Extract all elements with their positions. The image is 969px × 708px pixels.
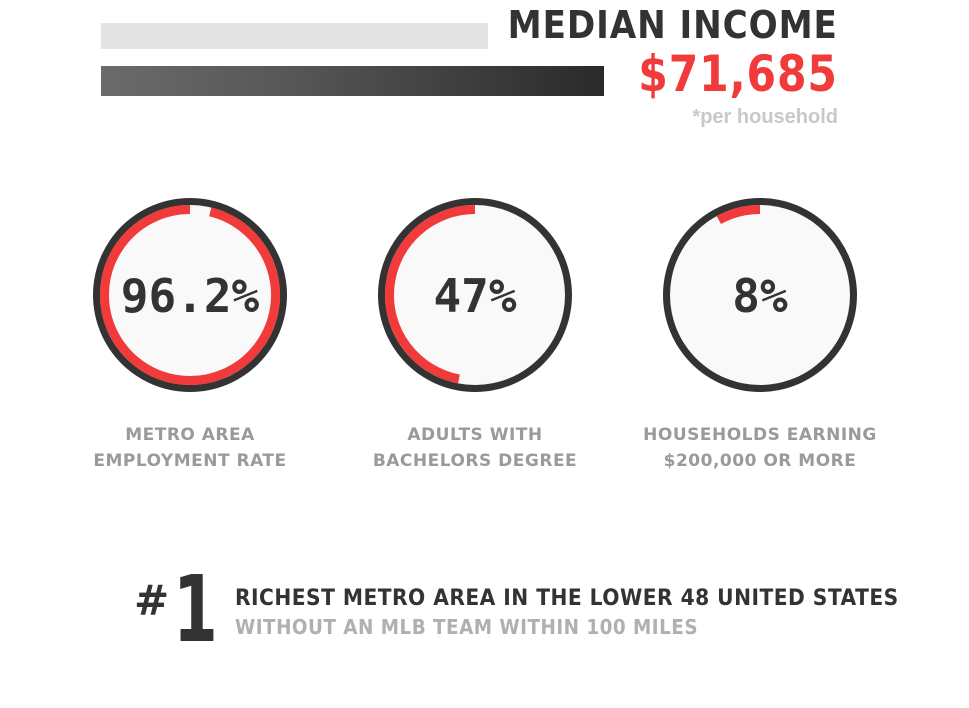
donut-inner-fill xyxy=(385,205,565,385)
stat-label: METRO AREA EMPLOYMENT RATE xyxy=(60,422,320,474)
stat-label-line1: ADULTS WITH xyxy=(407,425,543,445)
stat-label-line2: EMPLOYMENT RATE xyxy=(93,451,287,471)
rank-line1: RICHEST METRO AREA IN THE LOWER 48 UNITE… xyxy=(235,586,899,611)
stat-label-line2: $200,000 OR MORE xyxy=(663,451,857,471)
stat-label: ADULTS WITH BACHELORS DEGREE xyxy=(345,422,605,474)
donut-progress-arc xyxy=(385,205,476,384)
stat-employment-rate: 96.2% METRO AREA EMPLOYMENT RATE xyxy=(60,190,320,474)
stat-value: 8% xyxy=(732,269,788,323)
median-income-value: $71,685 xyxy=(638,45,838,103)
median-income-block: MEDIAN INCOME $71,685 *per household xyxy=(471,4,838,129)
stat-label-line2: BACHELORS DEGREE xyxy=(372,451,578,471)
rank-line2: WITHOUT AN MLB TEAM WITHIN 100 MILES xyxy=(235,615,699,639)
stat-high-earning-households: 8% HOUSEHOLDS EARNING $200,000 OR MORE xyxy=(630,190,890,474)
donut-inner-fill xyxy=(100,205,280,385)
donut-progress-arc xyxy=(100,205,280,385)
stat-value: 96.2% xyxy=(121,269,260,323)
donut-inner-fill xyxy=(670,205,850,385)
placeholder-bar-light xyxy=(101,23,488,49)
donut-progress-arc xyxy=(716,205,761,225)
donut-households: 8% xyxy=(663,198,857,392)
rank-description: RICHEST METRO AREA IN THE LOWER 48 UNITE… xyxy=(235,586,956,639)
stat-label-line1: METRO AREA xyxy=(125,425,255,445)
median-income-note: *per household xyxy=(692,106,838,128)
median-income-title: MEDIAN INCOME xyxy=(507,3,838,47)
stat-label-line1: HOUSEHOLDS EARNING xyxy=(643,425,877,445)
donut-bachelors: 47% xyxy=(378,198,572,392)
stat-bachelors-degree: 47% ADULTS WITH BACHELORS DEGREE xyxy=(345,190,605,474)
placeholder-bar-dark xyxy=(101,66,604,96)
stat-label: HOUSEHOLDS EARNING $200,000 OR MORE xyxy=(630,422,890,474)
rank-hash: # xyxy=(134,576,170,625)
donut-employment: 96.2% xyxy=(93,198,287,392)
rank-number: 1 xyxy=(173,556,218,663)
stat-value: 47% xyxy=(433,269,516,323)
